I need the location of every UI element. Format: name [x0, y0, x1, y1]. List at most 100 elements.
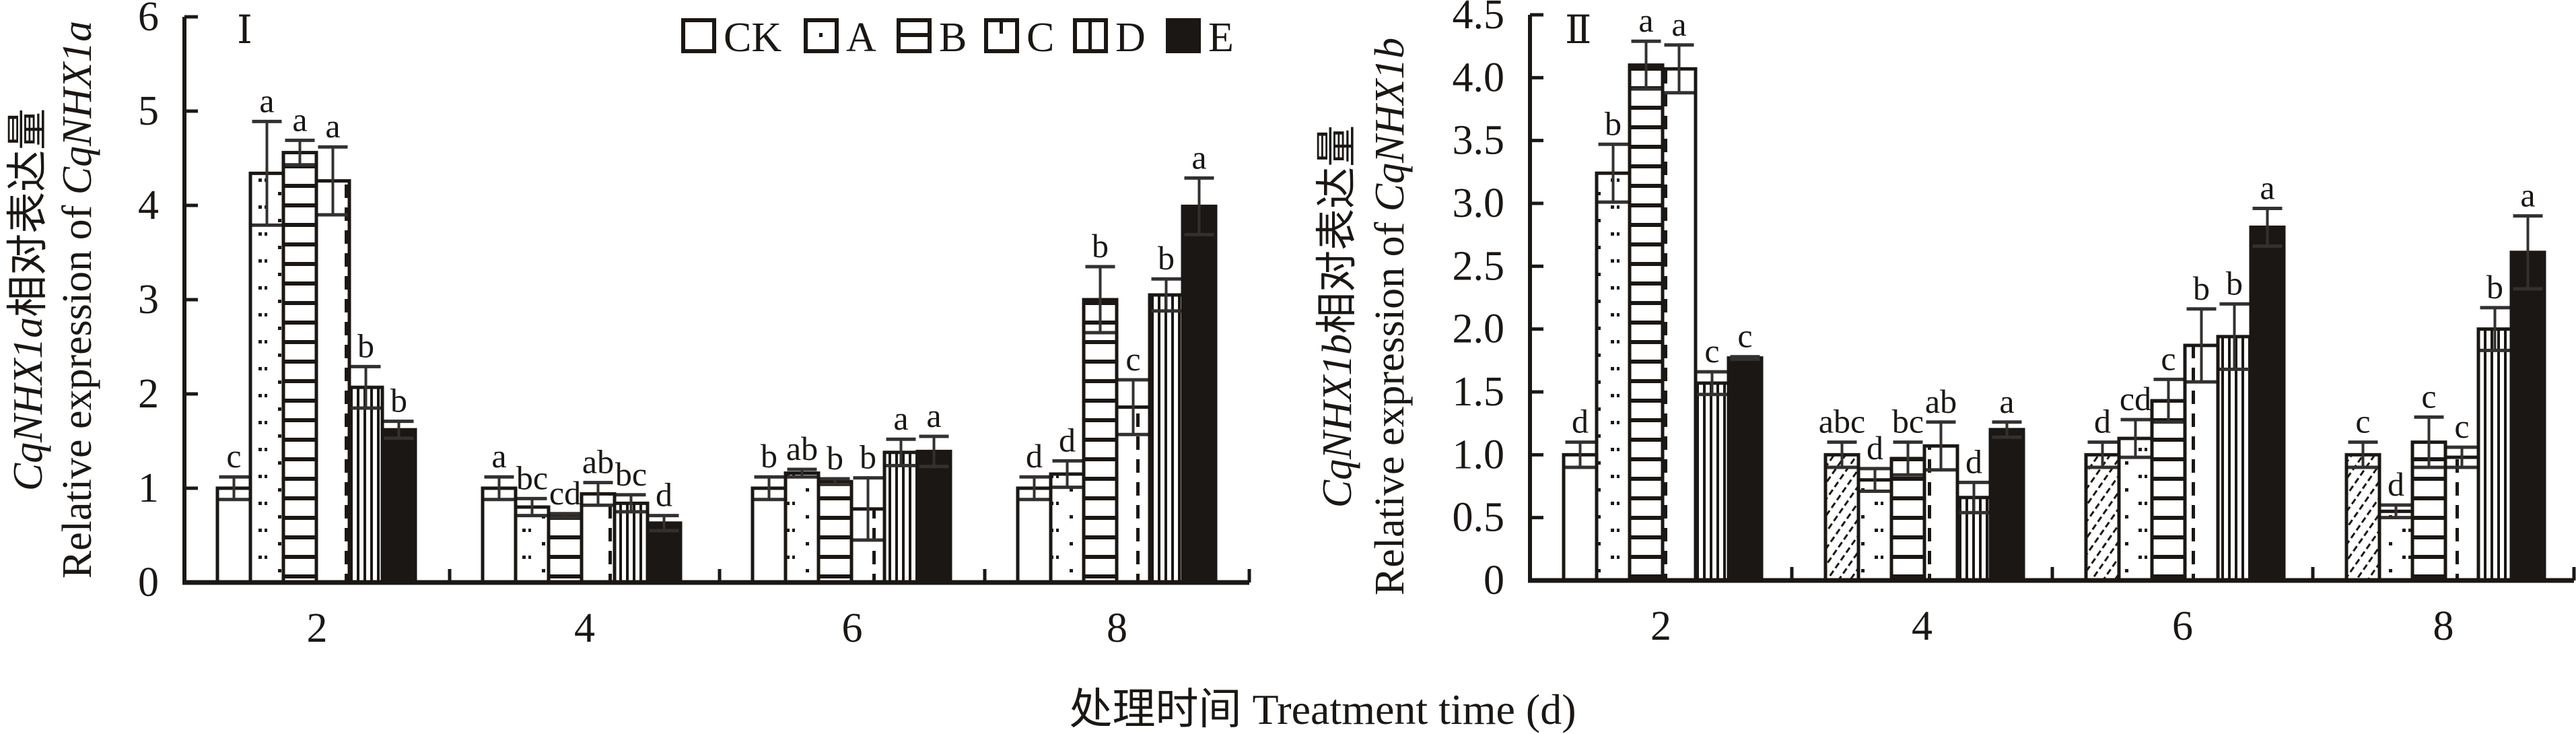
y-tick-label: 0 — [138, 560, 159, 605]
error-bar — [1697, 370, 1727, 397]
y-tick-label: 1 — [138, 465, 159, 511]
significance-letter: a — [325, 107, 340, 145]
panel-2-ylabel-line2: Relative expression of CqNHX1b — [1367, 38, 1413, 595]
error-bar — [2414, 415, 2444, 469]
y-tick-label: 0.5 — [1453, 495, 1505, 541]
error-bar — [1827, 440, 1857, 469]
y-tick-label: 5 — [138, 88, 159, 134]
bar-D-2 — [1694, 381, 1731, 582]
bar-B-6 — [816, 479, 854, 585]
error-bar — [2252, 206, 2283, 248]
legend-item-D: D — [1073, 15, 1146, 61]
error-bar — [1959, 480, 1989, 514]
significance-letter: d — [656, 476, 672, 514]
y-tick-label: 0 — [1484, 558, 1504, 603]
error-bar — [285, 138, 315, 167]
panel-1-axes — [182, 15, 1251, 585]
error-bar — [351, 364, 381, 410]
significance-letter: b — [390, 382, 407, 420]
error-bar — [820, 477, 850, 486]
error-bar — [2381, 503, 2411, 520]
significance-letter: cd — [2120, 380, 2151, 418]
significance-letter: d — [1867, 429, 1883, 467]
significance-letter: d — [1059, 421, 1076, 459]
significance-letter: c — [2161, 339, 2175, 377]
y-tick-label: 6 — [138, 0, 159, 40]
significance-letter: ab — [786, 430, 818, 467]
y-tick-label: 4 — [138, 182, 159, 228]
legend-label: C — [1026, 15, 1054, 61]
error-bar — [1118, 378, 1148, 436]
error-bar — [1052, 459, 1082, 490]
bar-E-2 — [1727, 356, 1764, 582]
error-bar — [2153, 377, 2184, 424]
significance-letter: b — [357, 327, 374, 364]
bar-D-6 — [882, 451, 919, 585]
legend-swatch — [681, 18, 716, 53]
bar-CK-4 — [1823, 453, 1860, 582]
x-tick-label: 8 — [1107, 605, 1127, 651]
significance-letter: b — [1605, 104, 1622, 142]
error-bar — [252, 119, 282, 227]
significance-letter: a — [491, 437, 506, 475]
error-bar — [1151, 277, 1181, 313]
bar-A-8 — [1049, 472, 1086, 585]
significance-letter: d — [1572, 403, 1589, 440]
error-bar — [1184, 176, 1214, 236]
significance-letter: c — [226, 437, 241, 475]
error-bar — [1860, 467, 1890, 493]
significance-letter: a — [926, 397, 941, 434]
significance-letter: ab — [582, 443, 614, 481]
significance-letter: d — [2388, 465, 2404, 503]
error-bar — [1926, 420, 1956, 472]
bar-B-4 — [1889, 457, 1926, 582]
bar-A-2 — [248, 171, 285, 585]
bar-E-4 — [646, 521, 683, 585]
significance-letter: abc — [1819, 403, 1865, 440]
x-tick-label: 6 — [842, 605, 863, 651]
bar-D-8 — [2476, 327, 2513, 582]
panel-1-y-ticks: 0 1 2 3 4 5 6 — [138, 0, 159, 605]
bar-C-6 — [2183, 343, 2220, 582]
bar-C-8 — [2443, 455, 2480, 582]
error-bar — [1598, 142, 1628, 204]
bar-C-2 — [314, 179, 351, 585]
legend-item-A: A — [804, 15, 876, 61]
legend-label: B — [939, 15, 967, 61]
legend-label: CK — [724, 15, 781, 61]
bar-A-6 — [2117, 436, 2154, 582]
y-tick-label: 2 — [138, 371, 159, 417]
panel-2-axes — [1528, 13, 2576, 583]
x-tick-label: 2 — [1650, 603, 1671, 649]
panel-2-ylabel-line1: CqNHX1b相对表达量 — [1315, 125, 1360, 508]
significance-letter: d — [2094, 403, 2111, 440]
legend: CK A B C D E — [681, 15, 1234, 61]
bar-CK-6 — [2084, 453, 2121, 582]
bar-D-8 — [1148, 293, 1185, 585]
significance-letter: a — [1999, 382, 2014, 420]
legend-label: D — [1115, 15, 1146, 61]
error-bar — [649, 514, 679, 533]
panel-2-x-ticks: 2 4 6 8 — [1650, 603, 2454, 649]
significance-letter: b — [761, 437, 777, 475]
significance-letter: a — [2520, 176, 2535, 214]
bar-CK-8 — [1016, 486, 1053, 585]
error-bar — [1730, 355, 1760, 361]
significance-letter: bc — [516, 459, 548, 496]
significance-letter: b — [2486, 268, 2503, 306]
bar-E-6 — [915, 449, 952, 585]
bar-D-6 — [2216, 335, 2253, 582]
error-bar — [919, 434, 949, 469]
y-tick-label: 2.5 — [1453, 243, 1505, 289]
error-bar — [583, 481, 613, 507]
error-bar — [1085, 265, 1115, 335]
bar-B-6 — [2150, 399, 2187, 582]
error-bar — [1019, 475, 1049, 502]
y-tick-label: 4.0 — [1453, 55, 1505, 100]
error-bar — [517, 496, 547, 518]
bar-A-4 — [514, 505, 551, 585]
legend-swatch — [984, 18, 1019, 53]
